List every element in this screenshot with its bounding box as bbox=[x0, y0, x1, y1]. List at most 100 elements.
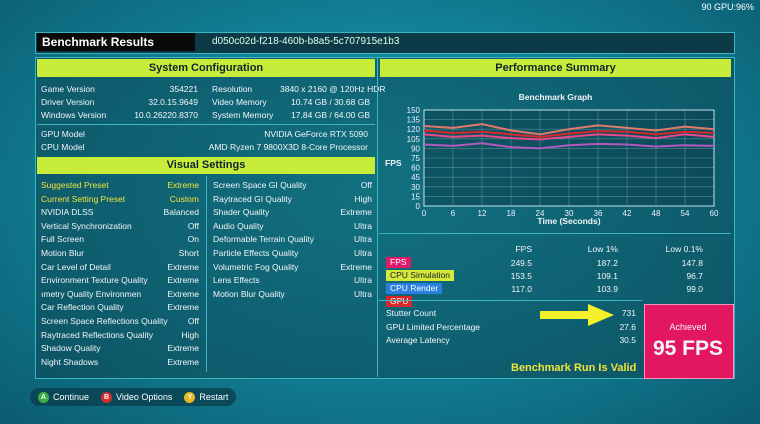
stutter-value: 731 bbox=[621, 308, 636, 318]
setting-value: Extreme bbox=[167, 356, 199, 367]
stat-value: 96.7 bbox=[686, 271, 703, 281]
y-axis-label: FPS bbox=[385, 158, 402, 168]
achieved-value: 95 FPS bbox=[652, 337, 724, 360]
setting-value: Extreme bbox=[340, 207, 372, 218]
setting-value: Ultra bbox=[354, 248, 372, 258]
footer-button-restart[interactable]: Y Restart bbox=[184, 391, 228, 403]
setting-value: Ultra bbox=[354, 275, 372, 286]
stat-name-tag: FPS bbox=[386, 257, 411, 268]
sys-label: Resolution bbox=[212, 84, 253, 94]
y-tick-label: 60 bbox=[411, 164, 420, 173]
series-line-cpu-render bbox=[423, 142, 715, 150]
x-tick-label: 12 bbox=[478, 209, 487, 216]
setting-label: Suggested Preset bbox=[41, 180, 109, 190]
x-tick-label: 6 bbox=[451, 209, 456, 216]
setting-label: Screen Space Reflections Quality bbox=[41, 316, 168, 326]
setting-value: High bbox=[354, 193, 372, 204]
button-y-icon: Y bbox=[184, 391, 196, 403]
x-tick-label: 0 bbox=[422, 209, 427, 216]
setting-value: Short bbox=[178, 248, 199, 258]
footer-button-label: Video Options bbox=[116, 392, 173, 402]
setting-value: Off bbox=[360, 180, 372, 190]
latency-value: 30.5 bbox=[619, 335, 636, 345]
setting-label: NVIDIA DLSS bbox=[41, 207, 94, 218]
stutter-label: Stutter Count bbox=[386, 308, 437, 318]
setting-label: Audio Quality bbox=[213, 220, 264, 231]
stat-value: 153.5 bbox=[510, 271, 532, 281]
button-b-icon: B bbox=[101, 391, 113, 403]
footer-button-video-options[interactable]: B Video Options bbox=[101, 391, 173, 403]
setting-value: Balanced bbox=[163, 207, 199, 218]
setting-label: Car Reflection Quality bbox=[41, 302, 124, 313]
setting-value: On bbox=[187, 234, 199, 245]
series-line-fps bbox=[423, 133, 715, 141]
table-divider bbox=[379, 233, 731, 234]
y-tick-label: 30 bbox=[411, 183, 420, 192]
stat-name-tag: GPU bbox=[386, 296, 413, 307]
graph-title: Benchmark Graph bbox=[518, 92, 593, 102]
page-title: Benchmark Results bbox=[37, 33, 195, 51]
setting-label: Night Shadows bbox=[41, 356, 99, 367]
setting-value: Extreme bbox=[167, 275, 199, 286]
stat-value: 99.0 bbox=[686, 284, 703, 294]
sys-value: 10.74 GB / 30.68 GB bbox=[291, 97, 370, 107]
sys-value: 3840 x 2160 @ 120Hz HDR bbox=[280, 84, 386, 94]
cpu-label: CPU Model bbox=[41, 142, 85, 152]
setting-label: ımetry Quality Environmen bbox=[41, 288, 142, 299]
series-line-cpu-simulation bbox=[423, 123, 715, 136]
x-tick-label: 24 bbox=[536, 209, 545, 216]
valid-text: Benchmark Run Is Valid bbox=[511, 362, 637, 374]
visual-divider bbox=[206, 176, 207, 372]
col-header-low1: Low 1% bbox=[587, 244, 618, 254]
y-tick-label: 45 bbox=[411, 173, 420, 182]
sys-label: Driver Version bbox=[41, 97, 95, 107]
column-divider bbox=[377, 57, 378, 377]
gpu-label: GPU Model bbox=[41, 129, 85, 139]
col-header-low01: Low 0.1% bbox=[665, 244, 703, 254]
setting-value: Off bbox=[187, 220, 199, 231]
setting-label: Motion Blur bbox=[41, 248, 84, 258]
achieved-box bbox=[644, 304, 734, 379]
stat-value: 187.2 bbox=[596, 258, 618, 268]
gpu-limited-label: GPU Limited Percentage bbox=[386, 322, 481, 332]
setting-value: Extreme bbox=[167, 261, 199, 272]
footer-button-continue[interactable]: A Continue bbox=[38, 391, 89, 403]
y-tick-label: 15 bbox=[411, 192, 420, 201]
setting-value: Ultra bbox=[354, 220, 372, 231]
x-tick-label: 30 bbox=[565, 209, 574, 216]
x-tick-label: 60 bbox=[710, 209, 719, 216]
x-tick-label: 36 bbox=[594, 209, 603, 216]
y-tick-label: 120 bbox=[407, 125, 421, 134]
stat-name-tag: CPU Render bbox=[386, 283, 443, 294]
system-config-header: System Configuration bbox=[37, 59, 375, 77]
sys-value: 32.0.15.9649 bbox=[148, 97, 198, 107]
y-tick-label: 135 bbox=[407, 116, 421, 125]
setting-value: Extreme bbox=[167, 288, 199, 299]
header-bar bbox=[35, 32, 735, 54]
bottom-divider bbox=[379, 300, 642, 301]
y-tick-label: 0 bbox=[416, 202, 421, 211]
y-tick-label: 150 bbox=[407, 106, 421, 115]
setting-label: Vertical Synchronization bbox=[41, 220, 132, 231]
latency-label: Average Latency bbox=[386, 335, 450, 345]
setting-label: Car Level of Detail bbox=[41, 261, 111, 272]
x-axis-label: Time (Seconds) bbox=[537, 216, 601, 226]
y-tick-label: 75 bbox=[411, 154, 420, 163]
x-tick-label: 18 bbox=[507, 209, 516, 216]
run-id: d050c02d-f218-460b-b8a5-5c707915e1b3 bbox=[212, 36, 400, 47]
setting-label: Screen Space GI Quality bbox=[213, 180, 307, 190]
achieved-label: Achieved bbox=[669, 322, 707, 332]
setting-label: Shader Quality bbox=[213, 207, 270, 218]
setting-label: Full Screen bbox=[41, 234, 84, 245]
cpu-value: AMD Ryzen 7 9800X3D 8-Core Processor bbox=[208, 142, 368, 152]
setting-label: Raytraced GI Quality bbox=[213, 193, 292, 204]
setting-value: Custom bbox=[169, 193, 199, 204]
arrow-icon bbox=[540, 304, 614, 326]
col-header-fps: FPS bbox=[515, 244, 532, 254]
setting-label: Motion Blur Quality bbox=[213, 288, 285, 299]
setting-value: High bbox=[181, 329, 199, 340]
setting-value: Ultra bbox=[354, 234, 372, 245]
gpu-value: NVIDIA GeForce RTX 5090 bbox=[264, 129, 368, 139]
setting-label: Environment Texture Quality bbox=[41, 275, 148, 286]
